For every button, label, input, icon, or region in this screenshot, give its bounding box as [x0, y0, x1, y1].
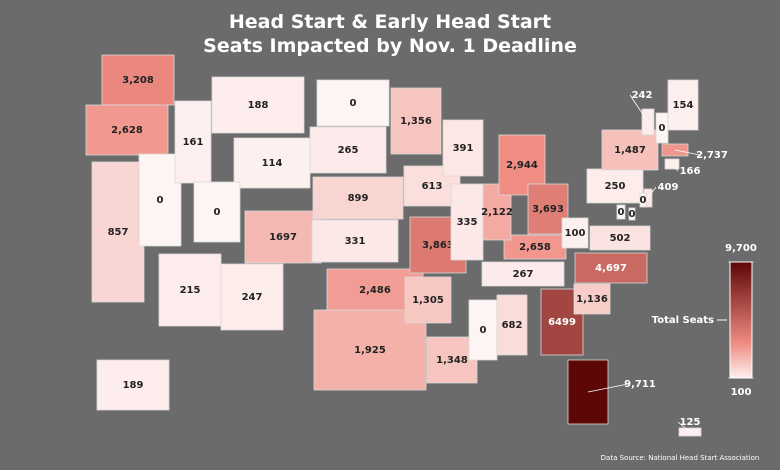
source: Data Source: National Head Start Associa… [601, 454, 760, 462]
state [503, 234, 567, 260]
state [561, 217, 589, 249]
value-label: 1,305 [412, 295, 444, 306]
state [390, 87, 442, 155]
state [211, 76, 305, 134]
state [96, 359, 170, 411]
chart-title: Head Start & Early Head Start Seats Impac… [203, 11, 577, 57]
state [311, 219, 399, 263]
value-label: 1,487 [614, 145, 646, 156]
leader-line [629, 94, 649, 123]
leader-line [677, 421, 691, 433]
state [101, 54, 175, 106]
value-label: 2,944 [506, 160, 538, 171]
leader-line [671, 163, 679, 172]
value-label: 2,737 [696, 150, 728, 161]
state [233, 137, 311, 189]
state [496, 294, 528, 356]
state [138, 153, 182, 247]
state [601, 129, 659, 171]
legend-tick-label: 9,700 [725, 243, 757, 254]
state [573, 283, 611, 315]
value-label: 502 [610, 233, 631, 244]
legend-bar [729, 261, 753, 379]
state [667, 79, 699, 131]
value-label: 6499 [548, 317, 576, 328]
state [628, 207, 636, 221]
state [589, 225, 651, 251]
value-label: 242 [632, 90, 653, 101]
value-label: 409 [658, 182, 679, 193]
state [85, 104, 169, 156]
state [193, 181, 241, 243]
value-label: 613 [422, 181, 443, 192]
state [616, 204, 626, 220]
value-label: 9,711 [624, 379, 656, 390]
value-label: 2,486 [359, 285, 391, 296]
value-label: 166 [680, 166, 701, 177]
value-label: 267 [513, 269, 534, 280]
value-label: 125 [680, 417, 701, 428]
value-label: 1697 [269, 232, 297, 243]
state [481, 261, 565, 287]
value-label: 682 [502, 320, 523, 331]
value-label: 391 [453, 143, 474, 154]
value-label: 1,136 [576, 294, 608, 305]
value-label: 3,693 [532, 204, 564, 215]
value-label: 4,697 [595, 263, 627, 274]
state [220, 263, 284, 331]
value-label: 189 [123, 380, 144, 391]
state [404, 276, 452, 324]
value-label: 0 [659, 123, 666, 134]
value-label: 1,925 [354, 345, 386, 356]
state [574, 252, 648, 284]
leader-line [587, 383, 629, 393]
value-label: 2,658 [519, 242, 551, 253]
value-label: 3,863 [422, 240, 454, 251]
value-label: 188 [248, 100, 269, 111]
value-label: 857 [108, 227, 129, 238]
value-label: 335 [457, 217, 478, 228]
value-label: 265 [338, 145, 359, 156]
value-label: 0 [350, 98, 357, 109]
value-label: 1,348 [436, 355, 468, 366]
value-label: 899 [348, 193, 369, 204]
state [586, 168, 644, 204]
value-label: 0 [640, 195, 647, 206]
state [244, 210, 322, 264]
value-label: 2,122 [481, 207, 513, 218]
state [527, 183, 569, 235]
state [158, 253, 222, 327]
value-label: 114 [262, 158, 283, 169]
leader-line [647, 186, 657, 199]
value-label: 0 [618, 207, 625, 218]
value-label: 2,628 [111, 125, 143, 136]
state [639, 192, 647, 208]
value-label: 3,208 [122, 75, 154, 86]
value-label: 0 [157, 195, 164, 206]
legend-title: Total Seats [652, 315, 714, 326]
value-label: 0 [214, 207, 221, 218]
value-label: 1,356 [400, 116, 432, 127]
state [309, 126, 387, 174]
value-label: 331 [345, 236, 366, 247]
value-label: 100 [565, 228, 586, 239]
leader-line [674, 149, 701, 156]
state [468, 299, 498, 361]
value-label: 154 [673, 100, 694, 111]
value-label: 0 [629, 209, 636, 220]
value-label: 161 [183, 137, 204, 148]
value-label: 215 [180, 285, 201, 296]
state [316, 79, 390, 127]
state [91, 161, 145, 303]
state [312, 176, 404, 220]
state [442, 119, 484, 177]
value-label: 247 [242, 292, 263, 303]
state [174, 100, 212, 184]
legend-tick-label: 100 [731, 387, 752, 398]
value-label: 0 [480, 325, 487, 336]
value-label: 250 [605, 181, 626, 192]
